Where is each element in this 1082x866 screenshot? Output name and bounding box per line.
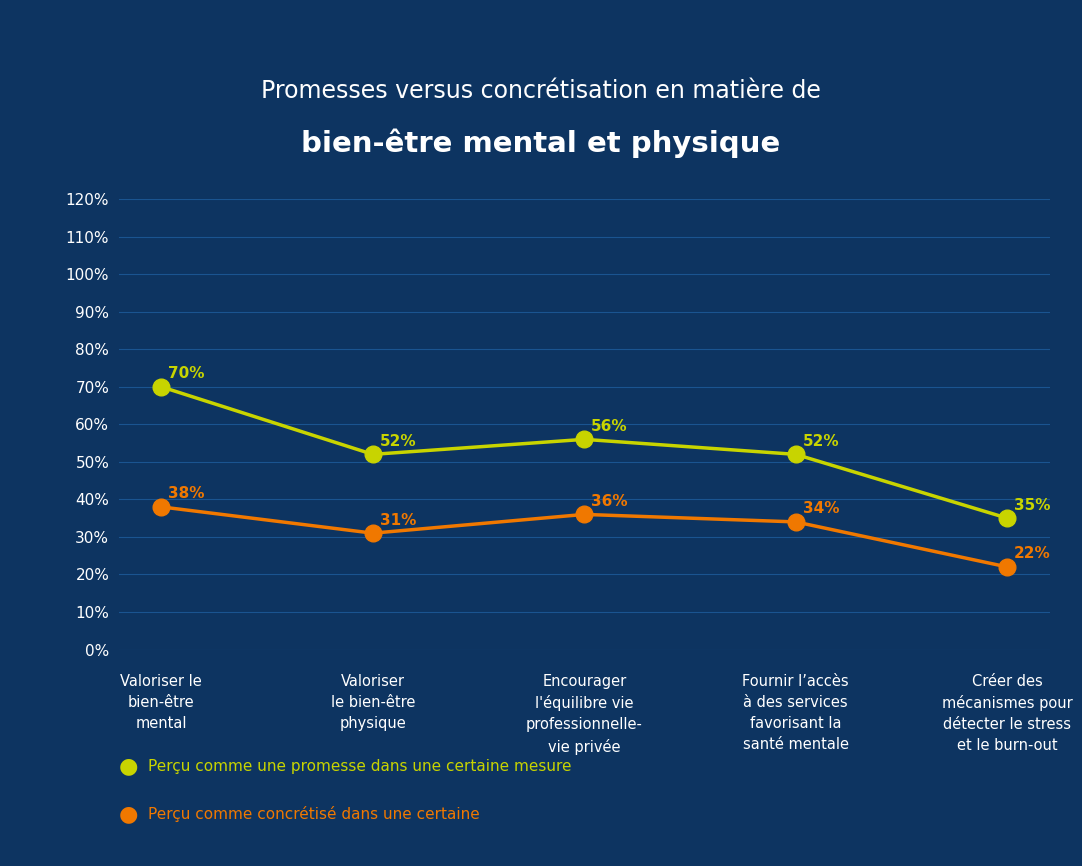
Text: 38%: 38% xyxy=(169,487,204,501)
Text: 35%: 35% xyxy=(1014,498,1051,513)
Text: 52%: 52% xyxy=(803,434,840,449)
Text: 31%: 31% xyxy=(380,513,417,527)
Text: 36%: 36% xyxy=(591,494,628,509)
Text: 22%: 22% xyxy=(1014,546,1051,561)
Text: ●: ● xyxy=(119,756,138,777)
Text: 70%: 70% xyxy=(169,366,204,381)
Text: 52%: 52% xyxy=(380,434,417,449)
Text: Promesses versus concrétisation en matière de: Promesses versus concrétisation en matiè… xyxy=(261,79,821,103)
Text: Perçu comme concrétisé dans une certaine: Perçu comme concrétisé dans une certaine xyxy=(148,806,480,822)
Text: Perçu comme une promesse dans une certaine mesure: Perçu comme une promesse dans une certai… xyxy=(148,759,571,774)
Text: bien-être mental et physique: bien-être mental et physique xyxy=(302,128,780,158)
Text: 34%: 34% xyxy=(803,501,840,516)
Text: ●: ● xyxy=(119,804,138,824)
Text: 56%: 56% xyxy=(591,419,628,434)
